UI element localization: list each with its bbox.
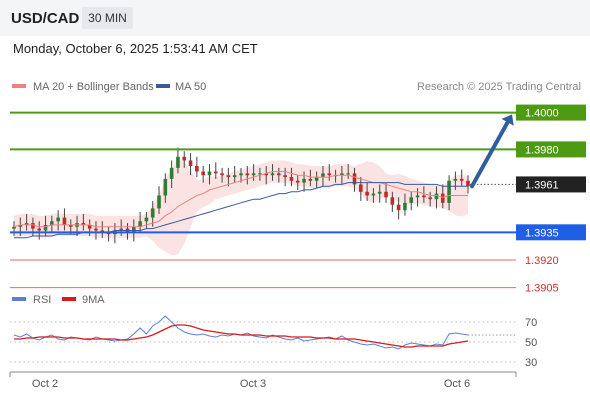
- level-label: 1.3961: [525, 179, 559, 191]
- rsi-ma-legend-label: 9MA: [82, 294, 105, 306]
- ma50-legend-label: MA 50: [175, 81, 206, 93]
- candle: [24, 213, 29, 231]
- candle: [239, 167, 243, 183]
- candle: [384, 182, 388, 203]
- candle: [308, 169, 313, 187]
- candle: [409, 191, 414, 211]
- rsi-tick-label: 70: [525, 317, 537, 329]
- rsi-legend-label: RSI: [33, 294, 51, 306]
- level-label: 1.3935: [525, 227, 559, 239]
- ma20-legend-swatch: [12, 84, 26, 88]
- candle: [321, 166, 325, 187]
- level-minor_support: 1.3905: [10, 283, 559, 295]
- candle: [428, 191, 432, 207]
- candle: [258, 167, 262, 181]
- x-tick-oct6: Oct 6: [444, 378, 470, 390]
- candle: [138, 212, 142, 233]
- candle: [150, 201, 155, 227]
- candle: [195, 156, 199, 178]
- candle: [245, 166, 250, 185]
- level-label: 1.3905: [525, 283, 559, 295]
- datetime-label: Monday, October 6, 2025 1:53:41 AM CET: [13, 41, 258, 56]
- candle: [232, 166, 237, 183]
- candle: [352, 167, 357, 192]
- level-resistance: 1.4000: [10, 104, 586, 121]
- candle: [169, 160, 174, 189]
- x-tick-oct3: Oct 3: [240, 378, 266, 390]
- rsi-tick-label: 30: [525, 357, 537, 369]
- candle: [377, 184, 382, 203]
- candle: [422, 186, 426, 203]
- candle: [365, 182, 369, 201]
- candle: [220, 167, 224, 183]
- level-label: 1.4000: [525, 108, 559, 120]
- candle: [207, 164, 212, 185]
- level-current_price: 1.3961: [470, 176, 586, 193]
- rsi-ma-line: [14, 324, 469, 348]
- candle: [453, 171, 458, 190]
- candle: [12, 221, 16, 236]
- candle: [50, 215, 54, 233]
- chart-header: USD/CAD 30 MIN: [0, 0, 590, 36]
- candle: [176, 147, 180, 174]
- rsi-legend-swatch: [12, 297, 26, 301]
- candle: [440, 184, 445, 209]
- timeframe-button[interactable]: 30 MIN: [82, 7, 133, 29]
- ma20-line: [13, 171, 468, 228]
- candle: [182, 151, 187, 168]
- ma50-legend-swatch: [156, 84, 170, 88]
- candle: [56, 210, 60, 231]
- candle: [94, 221, 98, 240]
- candle: [37, 221, 42, 240]
- level-minor_support: 1.3920: [10, 255, 559, 267]
- symbol-label: USD/CAD: [11, 10, 80, 27]
- ma20-legend-label: MA 20 + Bollinger Bands: [33, 81, 154, 93]
- candle: [390, 191, 395, 213]
- rsi-tick-label: 50: [525, 337, 537, 349]
- candle: [264, 166, 269, 185]
- credit-label: Research © 2025 Trading Central: [417, 81, 581, 93]
- candle: [396, 197, 401, 220]
- level-label: 1.3920: [525, 255, 559, 267]
- candle: [447, 175, 451, 211]
- candle: [157, 186, 161, 214]
- candle: [314, 171, 319, 189]
- candle: [277, 167, 281, 183]
- candle: [163, 173, 168, 203]
- candle: [226, 167, 231, 187]
- candle: [251, 164, 256, 181]
- forecast-arrow: [470, 114, 514, 189]
- candle: [466, 175, 470, 194]
- candle: [201, 166, 205, 183]
- candle: [188, 153, 193, 176]
- candle: [213, 162, 218, 179]
- candle: [62, 208, 67, 231]
- level-resistance: 1.3980: [10, 141, 586, 158]
- candle: [289, 167, 294, 187]
- candle: [415, 188, 420, 207]
- candle: [359, 177, 363, 201]
- candle: [327, 164, 332, 181]
- x-tick-oct2: Oct 2: [32, 378, 58, 390]
- candle: [346, 164, 350, 179]
- candle: [434, 186, 439, 209]
- candle: [81, 213, 86, 231]
- level-support: 1.3935: [10, 224, 586, 241]
- candle: [144, 212, 149, 229]
- candle: [403, 193, 407, 216]
- candle: [371, 188, 376, 203]
- candle: [459, 169, 464, 187]
- candle: [270, 164, 275, 181]
- level-label: 1.3980: [525, 144, 559, 156]
- candle: [283, 167, 287, 187]
- rsi-ma-legend-swatch: [62, 297, 76, 301]
- rsi-line: [13, 315, 469, 350]
- candle: [295, 175, 300, 190]
